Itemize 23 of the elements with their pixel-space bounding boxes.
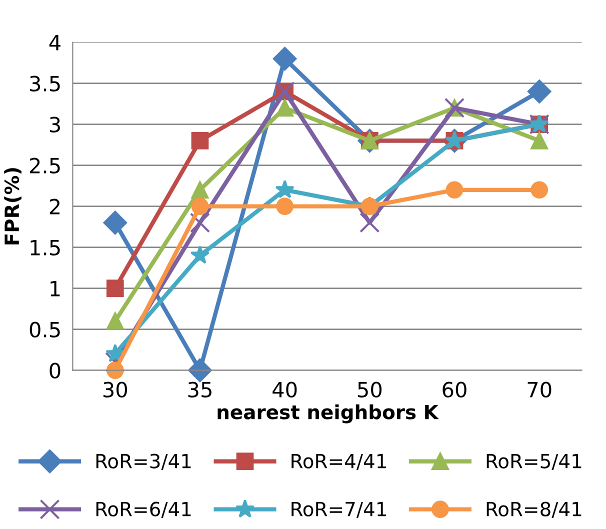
y-tick-label: 3 xyxy=(50,116,60,133)
x-tick-label: 30 xyxy=(103,382,128,398)
legend-label: RoR=5/41 xyxy=(486,454,582,470)
legend-label: RoR=4/41 xyxy=(292,454,386,470)
x-tick-label: 70 xyxy=(528,382,552,398)
x-tick-label: 35 xyxy=(188,382,212,398)
x-tick-label: 50 xyxy=(358,382,382,398)
y-tick-label: 2 xyxy=(50,198,60,214)
y-tick-label: 0.5 xyxy=(30,322,60,338)
x-tick-label: 40 xyxy=(272,382,297,398)
y-tick-label: 3.5 xyxy=(30,76,60,92)
y-tick-label: 2.5 xyxy=(30,158,60,174)
y-tick-label: 1.5 xyxy=(30,240,60,256)
y-axis-title: FPR(%) xyxy=(4,168,22,244)
legend-label: RoR=7/41 xyxy=(292,502,386,518)
y-tick-label: 0 xyxy=(50,362,60,379)
legend-label: RoR=8/41 xyxy=(486,502,582,518)
x-axis-title: nearest neighbors K xyxy=(218,404,439,424)
y-tick-label: 1 xyxy=(50,281,60,296)
y-tick-label: 4 xyxy=(49,35,60,50)
x-tick-label: 60 xyxy=(442,382,466,398)
legend-label: RoR=6/41 xyxy=(96,502,191,518)
legend-label: RoR=3/41 xyxy=(96,454,191,470)
